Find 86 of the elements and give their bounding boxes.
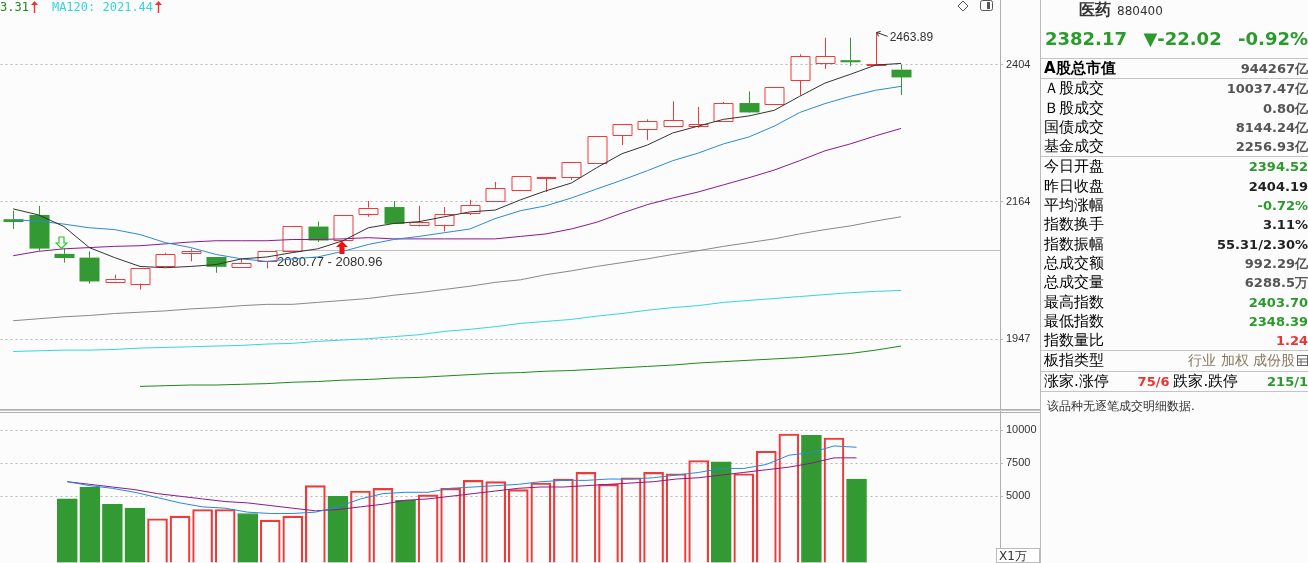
text: 今日开盘	[1044, 157, 1104, 177]
bar	[56, 498, 78, 563]
candlestick	[637, 118, 658, 141]
text: A股总市值	[1044, 59, 1116, 79]
text: 0.80亿	[1262, 99, 1308, 118]
y-tick-label: 1947	[1006, 332, 1031, 345]
text: 2382.17	[1045, 28, 1127, 51]
candlestick	[612, 124, 633, 146]
text: 最低指数	[1044, 311, 1104, 332]
candlestick	[511, 176, 532, 191]
text: -0.72%	[1257, 197, 1308, 216]
text: 2404.19	[1248, 177, 1308, 196]
text: 992.29亿	[1244, 254, 1308, 273]
bar	[124, 507, 146, 563]
text: 2348.39	[1248, 312, 1308, 331]
candlestick	[54, 248, 75, 264]
candlestick	[485, 181, 506, 202]
text: 平均涨幅	[1044, 196, 1104, 216]
text: 指数振幅	[1044, 234, 1104, 254]
text: 75/6	[1136, 372, 1171, 391]
text: 总成交量	[1044, 273, 1104, 293]
text: 1.24	[1275, 332, 1308, 351]
text: ▼-22.02	[1143, 28, 1222, 51]
text: 国债成交	[1044, 117, 1104, 138]
bar	[102, 503, 123, 563]
text: 55.31/2.30%	[1217, 235, 1308, 254]
text: 215/1	[1266, 372, 1308, 391]
candlestick	[79, 250, 100, 285]
y-tick-label: 2404	[1006, 57, 1031, 70]
bar	[801, 435, 822, 563]
text: 2256.93亿	[1235, 138, 1308, 157]
candlestick	[333, 215, 354, 241]
text: 跌家.跌停	[1173, 371, 1239, 392]
candlestick	[105, 274, 126, 283]
text: MA120: 2021.44	[51, 0, 154, 14]
candlestick	[840, 37, 861, 67]
y-tick-label: 5000	[1006, 489, 1031, 502]
candlestick	[663, 100, 684, 127]
text: 板指类型	[1044, 351, 1104, 371]
bar	[79, 486, 101, 563]
text: 880400	[1117, 4, 1163, 18]
text: 2394.52	[1248, 158, 1308, 177]
text: 6288.5万	[1244, 274, 1308, 293]
candlestick	[434, 206, 455, 232]
candlestick	[587, 136, 608, 164]
text: 医药	[1079, 0, 1111, 21]
y-tick-label: 10000	[1006, 423, 1037, 436]
bar	[327, 495, 349, 563]
candlestick	[790, 53, 811, 96]
candlestick	[358, 200, 379, 218]
candlestick	[764, 87, 785, 105]
candlestick	[29, 205, 50, 252]
text: 该品种无逐笔成交明细数据.	[1041, 391, 1308, 416]
text: 8144.24亿	[1235, 118, 1308, 137]
text: 944267亿	[1240, 60, 1308, 78]
text: 总成交额	[1044, 253, 1104, 274]
candlestick	[713, 103, 734, 122]
bar	[846, 478, 867, 563]
text: Ａ股成交	[1044, 79, 1104, 99]
bar	[710, 461, 732, 563]
text: Ｂ股成交	[1044, 98, 1104, 118]
text: 3.31	[0, 0, 29, 14]
candlestick	[688, 106, 709, 129]
annotation: 2463.89	[889, 29, 934, 44]
text: X1万	[996, 548, 1040, 563]
text: 3.11%	[1262, 216, 1308, 235]
text: 10037.47亿	[1226, 80, 1308, 99]
candlestick	[282, 226, 303, 252]
y-tick-label: 2164	[1006, 194, 1031, 207]
text: 昨日收盘	[1044, 176, 1104, 197]
candlestick	[155, 254, 176, 267]
candlestick	[815, 37, 836, 70]
text: -0.92%	[1238, 28, 1308, 51]
bar	[237, 513, 259, 563]
text: 行业 加权 成份股	[1188, 351, 1296, 371]
text: 2403.70	[1248, 293, 1308, 312]
bar	[395, 499, 416, 563]
text: 指数量比	[1044, 331, 1104, 351]
annotation: 2080.77 - 2080.96	[277, 253, 383, 269]
candlestick	[891, 64, 912, 96]
text: 指数换手	[1044, 215, 1104, 235]
candlestick	[739, 90, 760, 113]
y-tick-label: 7500	[1006, 456, 1031, 469]
text: 涨家.涨停	[1044, 371, 1109, 392]
text: 最高指数	[1044, 292, 1104, 312]
text: 基金成交	[1044, 137, 1104, 157]
